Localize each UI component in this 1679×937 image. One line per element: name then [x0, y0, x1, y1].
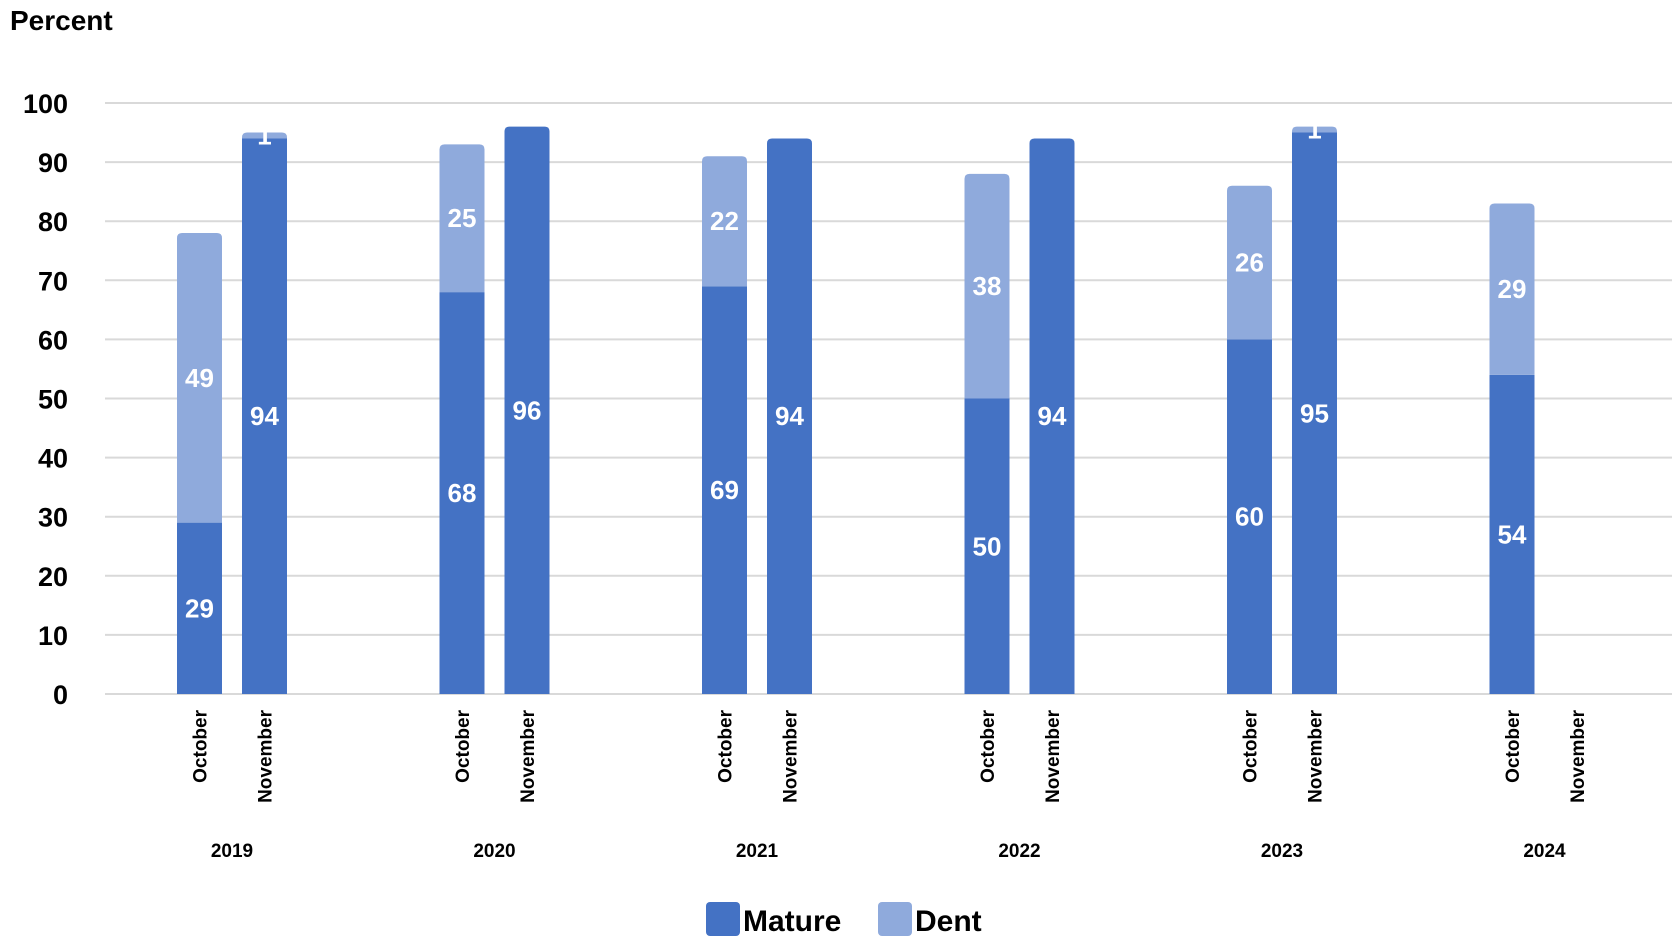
data-label: 26 — [1235, 248, 1264, 278]
bar-2021-october-mature — [702, 286, 747, 694]
y-tick-label: 80 — [38, 207, 68, 237]
x-category-label: October — [716, 709, 737, 782]
y-tick-label: 30 — [38, 503, 68, 533]
data-label: 1 — [1307, 115, 1321, 145]
bar-2023-october-mature — [1227, 339, 1272, 694]
data-label: 25 — [448, 203, 477, 233]
bar-2021-november-mature — [767, 138, 812, 694]
x-group-label: 2024 — [1523, 841, 1566, 862]
x-axis-labels: October November 2019 October November 2020 Oc… — [191, 709, 1590, 862]
data-label: 69 — [710, 475, 739, 505]
legend: Mature Dent — [706, 902, 982, 937]
data-label: 94 — [1038, 401, 1067, 431]
x-category-label: November — [1568, 709, 1589, 803]
data-labels: 29 49 94 1 68 25 96 69 22 94 50 38 94 60 26 95 1 54 29 — [185, 115, 1527, 624]
data-label: 68 — [448, 478, 477, 508]
x-category-label: October — [1241, 709, 1262, 782]
x-category-label: November — [1043, 709, 1064, 803]
data-label: 29 — [1498, 274, 1527, 304]
data-label: 29 — [185, 593, 214, 623]
y-tick-label: 10 — [38, 621, 68, 651]
data-label: 50 — [973, 531, 1002, 561]
y-tick-label: 40 — [38, 444, 68, 474]
bar-2023-october-dent — [1227, 185, 1272, 340]
x-category-label: November — [781, 709, 802, 803]
x-category-label: October — [453, 709, 474, 782]
bar-2022-november-mature — [1029, 138, 1075, 694]
bar-2019-november-dent — [242, 132, 287, 139]
x-category-label: October — [978, 709, 999, 782]
x-group-label: 2023 — [1261, 841, 1303, 862]
bar-2024-october-mature — [1489, 374, 1535, 694]
x-category-label: October — [191, 709, 212, 782]
y-axis-ticks: 0 10 20 30 40 50 60 70 80 90 100 — [23, 89, 68, 710]
data-label: 1 — [257, 121, 271, 151]
legend-swatch-dent — [878, 902, 912, 936]
bar-2020-november-mature — [504, 126, 550, 694]
data-label: 96 — [513, 395, 542, 425]
data-label: 22 — [710, 206, 739, 236]
bar-2022-october-dent — [964, 173, 1010, 399]
bar-2020-october-mature — [439, 292, 485, 694]
bar-2019-november-mature — [242, 138, 287, 694]
bar-2020-october-dent — [439, 144, 485, 293]
x-category-label: November — [256, 709, 277, 803]
gridlines — [105, 102, 1672, 695]
x-group-label: 2021 — [736, 841, 779, 862]
bar-2024-october-dent — [1489, 203, 1535, 375]
y-tick-label: 100 — [23, 89, 68, 119]
y-tick-label: 70 — [38, 266, 68, 296]
bar-2023-november-dent — [1292, 126, 1337, 133]
data-label: 38 — [973, 271, 1002, 301]
y-tick-label: 60 — [38, 325, 68, 355]
data-label: 94 — [250, 401, 279, 431]
y-axis-title: Percent — [10, 5, 113, 36]
legend-swatch-mature — [706, 902, 740, 936]
bar-2019-october-dent — [177, 233, 222, 523]
bar-2021-october-dent — [702, 156, 747, 287]
x-category-label: October — [1503, 709, 1524, 782]
data-label: 94 — [775, 401, 804, 431]
bar-2019-october-mature — [177, 522, 222, 694]
x-category-label: November — [1306, 709, 1327, 803]
bar-2023-november-mature — [1292, 132, 1337, 695]
x-group-label: 2019 — [211, 841, 253, 862]
data-label: 54 — [1498, 519, 1527, 549]
bar-2022-october-mature — [964, 398, 1010, 694]
x-category-label: November — [518, 709, 539, 803]
y-tick-label: 0 — [53, 680, 68, 710]
legend-label-mature: Mature — [743, 905, 841, 937]
data-label: 49 — [185, 363, 214, 393]
x-group-label: 2022 — [998, 841, 1040, 862]
x-group-label: 2020 — [473, 841, 515, 862]
data-label: 95 — [1300, 398, 1329, 428]
data-label: 60 — [1235, 502, 1264, 532]
y-tick-label: 90 — [38, 148, 68, 178]
bars — [177, 126, 1535, 695]
y-tick-label: 20 — [38, 562, 68, 592]
y-tick-label: 50 — [38, 385, 68, 415]
legend-label-dent: Dent — [915, 905, 982, 937]
